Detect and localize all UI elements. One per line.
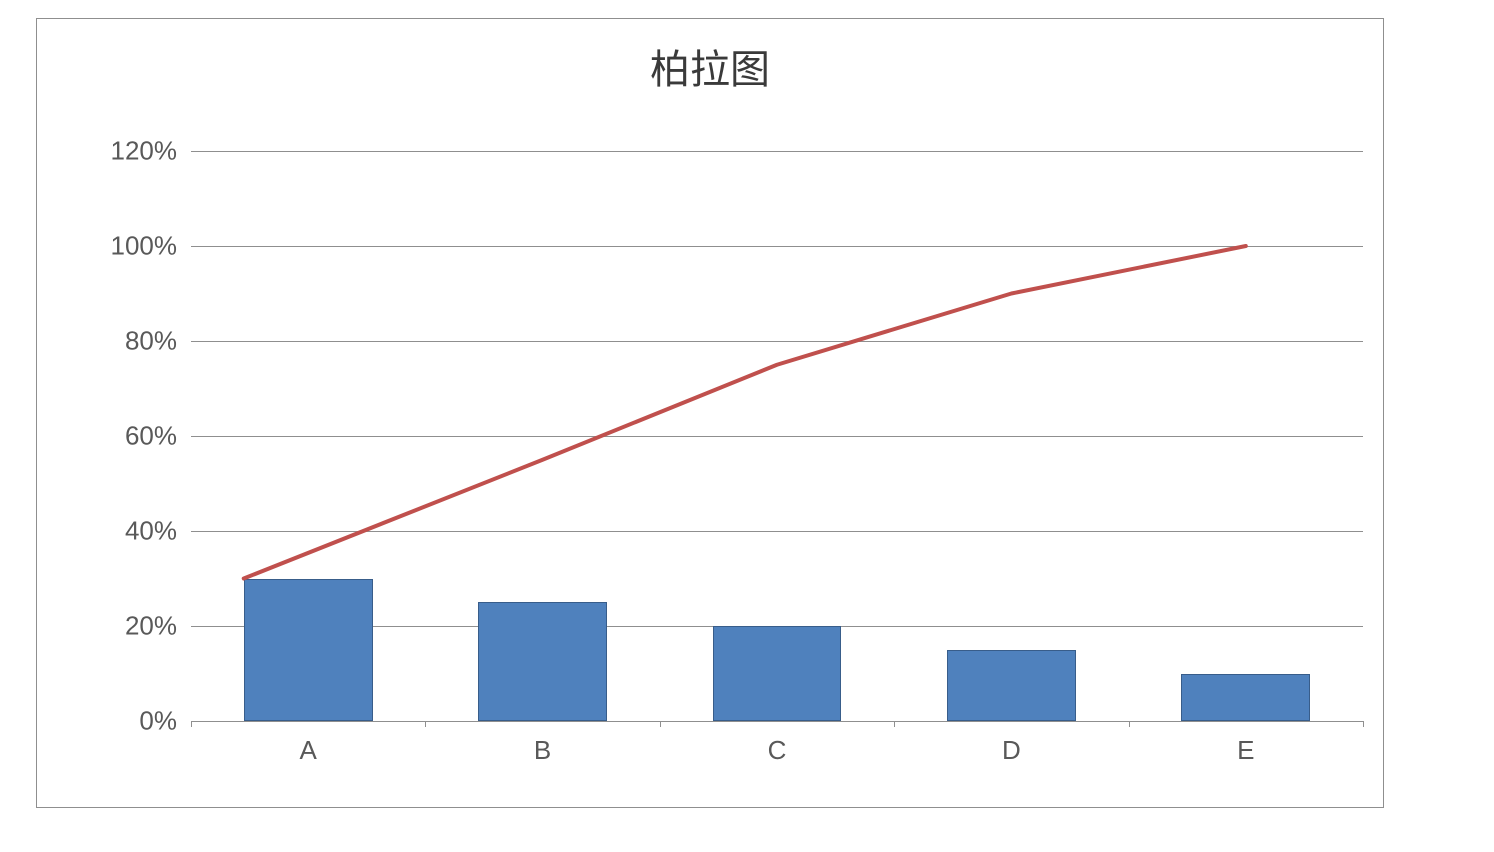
xtick-mark <box>1363 721 1364 727</box>
xtick-mark <box>425 721 426 727</box>
chart-frame: 柏拉图 0% 20% 40% 60% 80% 100% 120% A B C D E <box>36 18 1384 808</box>
xtick-mark <box>660 721 661 727</box>
cumulative-line <box>191 151 1363 721</box>
cumulative-polyline <box>244 246 1246 579</box>
ytick-label: 0% <box>37 706 177 737</box>
plot-area <box>191 151 1363 721</box>
xtick-label: A <box>300 735 317 766</box>
ytick-label: 40% <box>37 516 177 547</box>
gridline <box>191 721 1363 722</box>
ytick-label: 100% <box>37 231 177 262</box>
xtick-label: C <box>768 735 787 766</box>
xtick-mark <box>894 721 895 727</box>
chart-title: 柏拉图 <box>37 37 1383 95</box>
ytick-label: 20% <box>37 611 177 642</box>
ytick-label: 120% <box>37 136 177 167</box>
xtick-label: B <box>534 735 551 766</box>
xtick-label: D <box>1002 735 1021 766</box>
xtick-mark <box>1129 721 1130 727</box>
xtick-label: E <box>1237 735 1254 766</box>
ytick-label: 80% <box>37 326 177 357</box>
xtick-mark <box>191 721 192 727</box>
ytick-label: 60% <box>37 421 177 452</box>
